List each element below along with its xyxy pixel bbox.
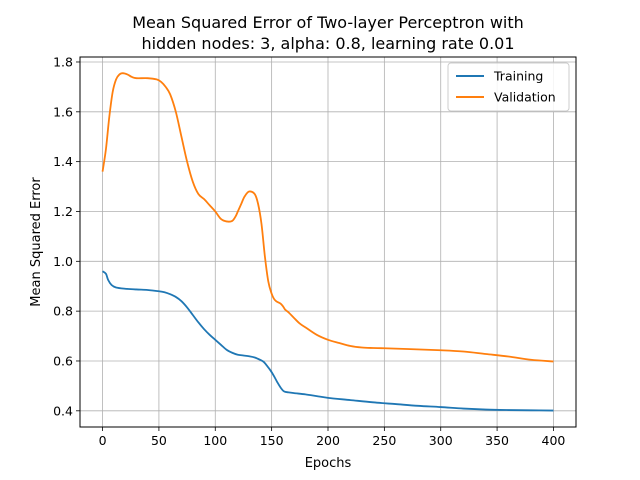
chart-title-line-1: Mean Squared Error of Two-layer Perceptr… xyxy=(132,13,524,32)
series-line-validation xyxy=(101,72,554,363)
legend-label-training: Training xyxy=(493,69,543,84)
y-tick-label: 1.0 xyxy=(53,254,73,269)
legend: Training Validation xyxy=(447,62,570,112)
legend-label-validation: Validation xyxy=(494,90,556,105)
chart-title-line-2: hidden nodes: 3, alpha: 0.8, learning ra… xyxy=(141,34,514,53)
x-tick-label: 350 xyxy=(485,433,509,448)
y-tick-label: 1.8 xyxy=(53,54,73,69)
x-tick-label: 300 xyxy=(429,433,453,448)
y-tick-label: 0.6 xyxy=(53,353,73,368)
ticks: 0 50 100 150 200 250 300 350 400 0.4 0.6 0.8 1.0 1.2 1… xyxy=(53,54,565,448)
y-tick-label: 0.4 xyxy=(53,403,73,418)
plot-lines xyxy=(101,72,554,412)
y-tick-label: 1.2 xyxy=(53,204,73,219)
y-tick-label: 1.6 xyxy=(53,104,73,119)
y-tick-label: 0.8 xyxy=(53,304,73,319)
x-tick-label: 50 xyxy=(151,433,167,448)
x-tick-label: 150 xyxy=(260,433,284,448)
x-tick-label: 200 xyxy=(316,433,340,448)
x-tick-label: 100 xyxy=(203,433,227,448)
x-tick-label: 250 xyxy=(372,433,396,448)
series-line-training xyxy=(102,270,554,412)
grid xyxy=(80,57,576,427)
x-axis-label: Epochs xyxy=(305,456,352,471)
y-tick-label: 1.4 xyxy=(53,154,73,169)
x-tick-label: 400 xyxy=(542,433,566,448)
y-axis-label: Mean Squared Error xyxy=(29,177,44,307)
x-tick-label: 0 xyxy=(99,433,107,448)
